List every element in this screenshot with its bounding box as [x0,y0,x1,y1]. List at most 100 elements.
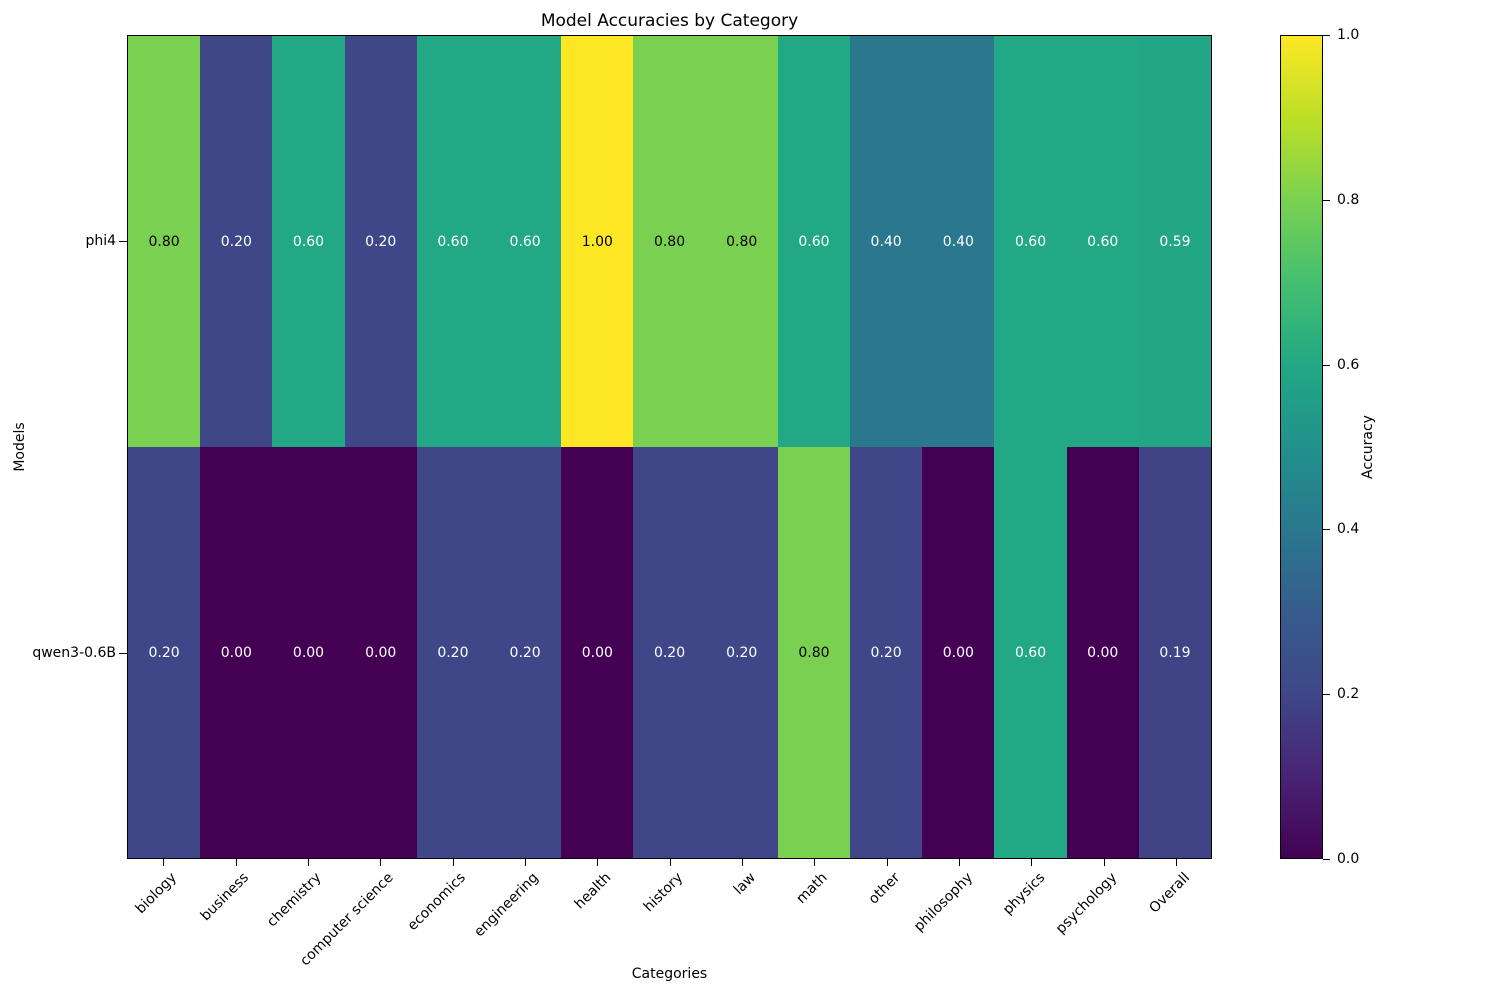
heatmap-cell: 0.20 [416,447,490,858]
cell-value: 0.40 [942,233,974,250]
x-tick-mark [1104,859,1105,866]
heatmap-cell: 0.60 [272,36,345,447]
cell-value: 0.20 [365,233,397,250]
heatmap-cell: 0.00 [922,447,995,858]
heatmap-cell: 0.80 [705,36,778,447]
colorbar-tick-label: 0.8 [1337,192,1360,208]
heatmap-cell: 1.00 [561,36,634,447]
x-tick-label: physics [999,869,1049,918]
x-tick-label: history [640,869,687,916]
colorbar-tick-label: 0.6 [1337,357,1360,373]
cell-value: 0.60 [798,233,830,250]
heatmap-cell: 0.00 [272,447,345,858]
x-tick-label: other [865,869,904,908]
y-tick-label: qwen3-0.6B [32,645,116,661]
colorbar-tick-label: 0.0 [1337,851,1360,867]
y-axis-label: Models [12,422,28,472]
cell-value: 0.20 [148,644,180,661]
colorbar-tick-mark [1323,529,1330,530]
heatmap-cell: 0.20 [489,447,562,858]
x-tick-mark [525,859,526,866]
heatmap-cell: 0.20 [633,447,706,858]
x-tick-label: Overall [1146,869,1194,917]
x-tick-label: law [730,869,760,898]
cell-value: 0.40 [870,233,902,250]
heatmap-row-qwen3-0.6B: 0.20 0.00 0.00 0.00 0.20 0.20 0.00 0.20 0.20 0.80… [128,447,1212,858]
cell-value: 0.80 [726,233,758,250]
chart-title: Model Accuracies by Category [540,11,799,31]
x-tick-label: economics [404,869,470,934]
heatmap-cell: 0.40 [850,36,923,447]
heatmap-cell: 0.59 [1138,36,1212,447]
heatmap-row-phi4: 0.80 0.20 0.60 0.20 0.60 0.60 1.00 0.80 0.80 0.60… [128,36,1212,447]
heatmap-cell: 0.00 [561,447,634,858]
cell-value: 0.00 [292,644,325,661]
cell-value: 0.00 [942,644,974,661]
cell-value: 0.80 [148,233,180,250]
cell-value: 0.60 [437,233,469,250]
cell-value: 0.00 [1087,644,1119,661]
cell-value: 0.00 [365,644,397,661]
x-tick-mark [887,859,888,866]
x-tick-mark [380,859,381,866]
heatmap-cell: 0.60 [994,447,1067,858]
heatmap-cell: 0.20 [850,447,923,858]
heatmap-cell: 0.19 [1138,447,1212,858]
heatmap-cell: 0.20 [128,447,201,858]
colorbar-tick-label: 0.4 [1337,521,1360,537]
x-tick-label: math [793,869,832,907]
heatmap-cell: 0.80 [128,36,201,447]
x-tick-mark [959,859,960,866]
y-tick-label: phi4 [85,233,116,249]
cell-value: 0.19 [1159,644,1191,661]
x-tick-mark [1176,859,1177,866]
heatmap-cell: 0.20 [200,36,273,447]
cell-value: 0.00 [581,644,613,661]
heatmap-cell: 0.00 [344,447,417,858]
heatmap-plot-area: 0.80 0.20 0.60 0.20 0.60 0.60 1.00 0.80 0.80 0.60… [127,35,1212,859]
heatmap-cell: 0.40 [922,36,995,447]
heatmap-cell: 0.20 [705,447,778,858]
y-tick-mark [119,653,127,654]
x-tick-mark [1031,859,1032,866]
cell-value: 0.80 [653,233,686,250]
cell-value: 1.00 [581,233,613,250]
x-tick-label: philosophy [910,869,977,935]
cell-value: 0.00 [220,644,252,661]
heatmap-cell: 0.60 [416,36,490,447]
x-tick-mark [236,859,237,866]
cell-value: 0.59 [1159,233,1191,250]
heatmap-cell: 0.60 [1066,36,1139,447]
cell-value: 0.80 [798,644,830,661]
colorbar-tick-mark [1323,35,1330,36]
cell-value: 0.20 [870,644,902,661]
cell-value: 0.20 [653,644,686,661]
x-tick-mark [597,859,598,866]
colorbar-tick-mark [1323,365,1330,366]
x-tick-mark [163,859,164,866]
cell-value: 0.20 [437,644,469,661]
colorbar-tick-mark [1323,694,1330,695]
cell-value: 0.60 [292,233,325,250]
x-tick-mark [308,859,309,866]
cell-value: 0.60 [1087,233,1119,250]
heatmap-cell: 0.00 [1066,447,1139,858]
cell-value: 0.20 [726,644,758,661]
cell-value: 0.60 [1014,644,1047,661]
colorbar-label: Accuracy [1360,415,1376,479]
cell-value: 0.60 [509,233,541,250]
colorbar-tick-label: 1.0 [1337,27,1360,43]
x-tick-label: biology [132,869,181,918]
x-tick-label: chemistry [264,869,326,931]
colorbar-tick-label: 0.2 [1337,686,1360,702]
heatmap-cell: 0.60 [777,36,851,447]
heatmap-cell: 0.80 [633,36,706,447]
x-tick-mark [453,859,454,866]
x-tick-label: health [571,869,615,913]
x-tick-label: business [197,869,253,925]
heatmap-cell: 0.80 [777,447,851,858]
cell-value: 0.20 [509,644,541,661]
x-tick-label: psychology [1052,869,1121,938]
colorbar [1280,35,1323,859]
